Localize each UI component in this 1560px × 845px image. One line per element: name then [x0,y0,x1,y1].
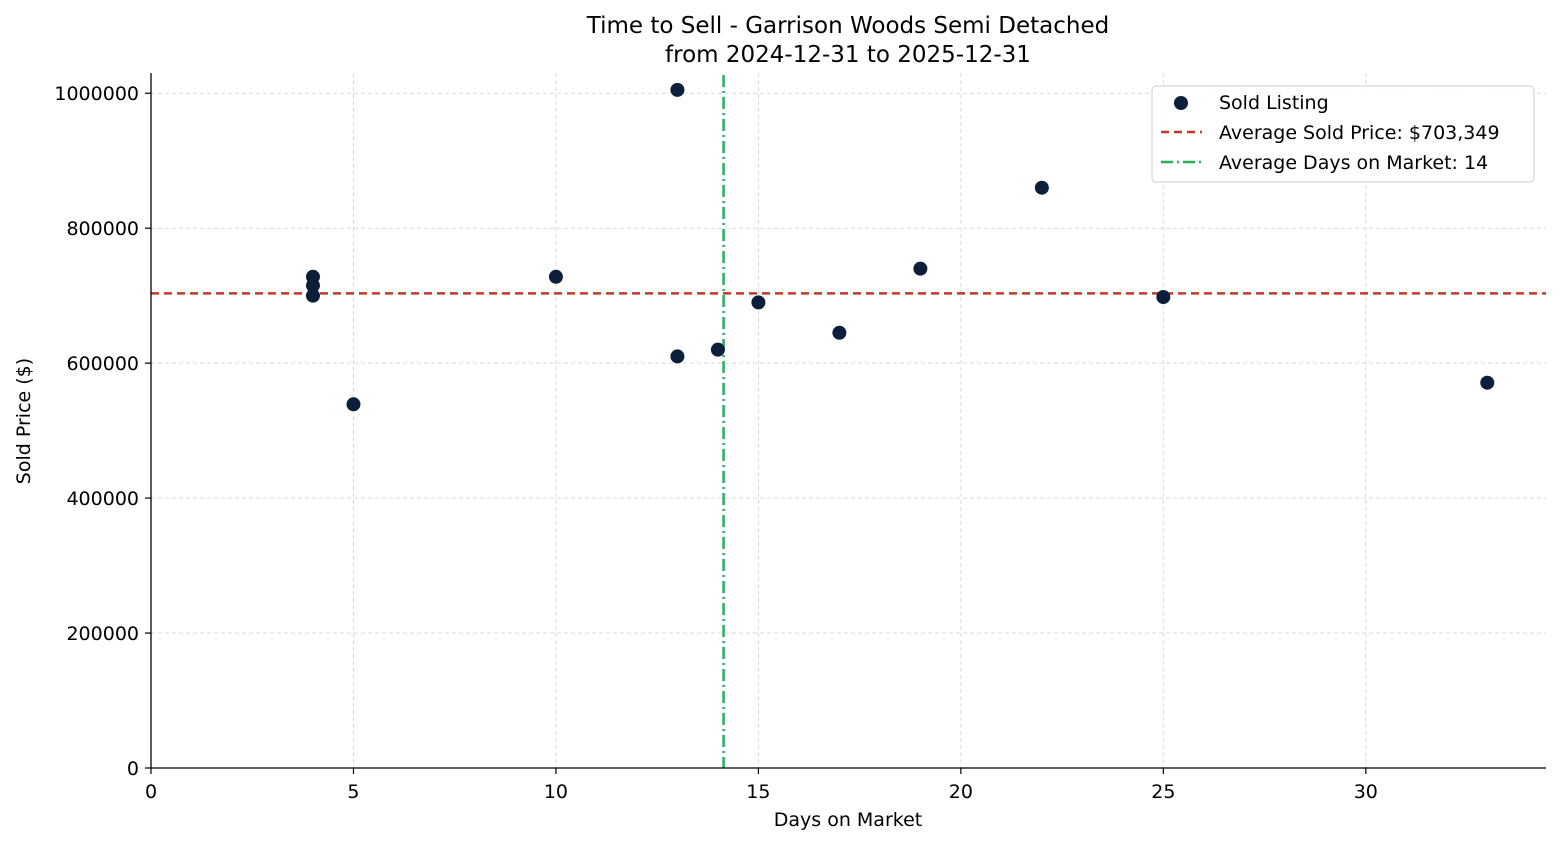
data-point [1480,375,1495,390]
legend: Sold Listing Average Sold Price: $703,34… [1151,85,1535,183]
data-point [751,295,766,310]
y-tick-label: 0 [127,758,139,780]
legend-box [1151,85,1535,183]
data-point [1156,290,1171,305]
y-tick-label: 400000 [66,488,139,510]
data-points [305,82,1495,412]
chart-title: Time to Sell - Garrison Woods Semi Detac… [586,13,1109,39]
data-point [1034,180,1049,195]
x-tick-label: 30 [1354,781,1378,803]
data-point [710,342,725,357]
chart-subtitle: from 2024-12-31 to 2025-12-31 [665,42,1031,68]
data-point [305,288,320,303]
x-tick-label: 0 [145,781,157,803]
legend-label-average-price: Average Sold Price: $703,349 [1219,122,1500,144]
x-tick-label: 10 [544,781,568,803]
data-point [548,269,563,284]
y-tick-label: 1000000 [54,83,139,105]
y-tick-label: 200000 [66,623,139,645]
y-tick-label: 600000 [66,353,139,375]
x-axis-ticks: 0 5 10 15 20 25 30 [145,768,1378,803]
data-point [670,349,685,364]
data-point [305,278,320,293]
y-axis-title: Sold Price ($) [13,358,35,484]
legend-label-average-days: Average Days on Market: 14 [1219,152,1488,174]
data-point [346,397,361,412]
reference-lines [151,75,1546,768]
x-tick-label: 20 [949,781,973,803]
x-tick-label: 15 [746,781,770,803]
data-point [832,325,847,340]
y-tick-label: 800000 [66,218,139,240]
legend-marker-sold-listing [1174,96,1188,110]
data-point [913,261,928,276]
x-tick-label: 25 [1151,781,1175,803]
y-axis-ticks: 0 200000 400000 600000 800000 1000000 [54,83,151,780]
data-point [670,82,685,97]
x-tick-label: 5 [347,781,359,803]
legend-label-sold-listing: Sold Listing [1219,92,1329,114]
x-axis-title: Days on Market [774,809,922,831]
